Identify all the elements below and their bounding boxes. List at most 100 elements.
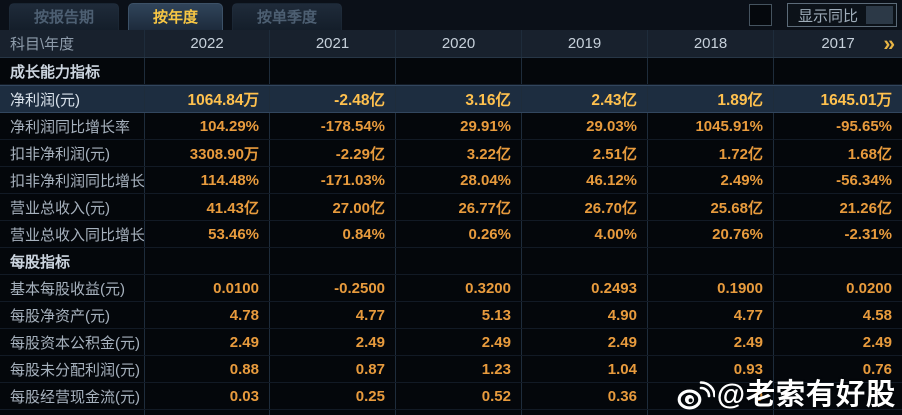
value-cell [648, 248, 774, 274]
table-row[interactable]: 净利润(元) 1064.84万 -2.48亿 3.16亿 2.43亿 1.89亿 1645.… [0, 85, 902, 113]
value-cell: 4.58 [862, 306, 892, 324]
show-yoy-checkbox[interactable] [748, 4, 772, 26]
corner-header-cell: 科目\年度 [0, 30, 145, 57]
table-row[interactable]: 营业总收入(元) 41.43亿 27.00亿 26.77亿 26.70亿 25.68亿 21… [0, 194, 902, 221]
section-row: 每股指标 [0, 248, 902, 275]
value-cell: 21.26亿 [839, 199, 892, 217]
row-label: 基本每股收益(元) [0, 275, 145, 301]
value-cell [270, 248, 396, 274]
value-cell: 0.93 [648, 356, 774, 382]
value-cell: 104.29% [145, 113, 270, 139]
value-cell: 0.76 [862, 360, 892, 378]
value-cell: 4.77 [270, 302, 396, 328]
row-label: 营业总收入同比增长率 [0, 221, 145, 247]
value-cell: 0.26% [396, 221, 522, 247]
value-cell: 0.0200 [846, 279, 892, 297]
value-cell: 26.70亿 [522, 194, 648, 220]
year-header: 2022 [145, 30, 270, 57]
row-label: 成长能力指标 [0, 58, 145, 84]
table-row[interactable]: 每股经营现金流(元) 0.03 0.25 0.52 0.36 0 [0, 383, 902, 410]
row-label: 每股指标 [0, 248, 145, 274]
tab-report-period[interactable]: 按报告期 [9, 3, 120, 30]
row-label: 每股资本公积金(元) [0, 329, 145, 355]
value-cell: 3.22亿 [396, 140, 522, 166]
value-cell: 0.25 [270, 383, 396, 409]
value-cell: -95.65% [836, 117, 892, 135]
table-row[interactable]: 扣非净利润(元) 3308.90万 -2.29亿 3.22亿 2.51亿 1.72亿 1.6… [0, 140, 902, 167]
value-cell: 2.49 [396, 329, 522, 355]
table-row[interactable]: 每股未分配利润(元) 0.88 0.87 1.23 1.04 0.93 0.76 [0, 356, 902, 383]
value-cell [522, 410, 648, 415]
table-row[interactable]: 净利润同比增长率 104.29% -178.54% 29.91% 29.03% 1045.… [0, 113, 902, 140]
value-cell [145, 58, 270, 84]
year-header: 2018 [648, 30, 774, 57]
show-yoy-button[interactable]: 显示同比 [786, 3, 897, 27]
row-label: 每股经营现金流(元) [0, 383, 145, 409]
value-cell: 1.23 [396, 356, 522, 382]
value-cell: 2.49 [648, 329, 774, 355]
show-yoy-label: 显示同比 [797, 7, 858, 25]
row-label: 净利润同比增长率 [0, 113, 145, 139]
value-cell: 3308.90万 [145, 140, 270, 166]
table-row[interactable]: 每股资本公积金(元) 2.49 2.49 2.49 2.49 2.49 2.49 [0, 329, 902, 356]
value-cell: -2.48亿 [270, 86, 396, 112]
value-cell: 2.49 [145, 329, 270, 355]
tab-single-quarter[interactable]: 按单季度 [232, 3, 343, 30]
value-cell [0, 410, 145, 415]
clipped-row [0, 410, 902, 415]
year-header: 2017» [821, 32, 895, 55]
value-cell: 46.12% [522, 167, 648, 193]
value-cell: 114.48% [145, 167, 270, 193]
value-cell: 5.13 [396, 302, 522, 328]
value-cell [522, 58, 648, 84]
table-row[interactable]: 基本每股收益(元) 0.0100 -0.2500 0.3200 0.2493 0.1900… [0, 275, 902, 302]
value-cell: 2.49 [270, 329, 396, 355]
value-cell: 1.72亿 [648, 140, 774, 166]
value-cell: 41.43亿 [145, 194, 270, 220]
value-cell: 4.77 [648, 302, 774, 328]
value-cell [648, 410, 774, 415]
value-cell: 1645.01万 [820, 92, 892, 109]
table-row[interactable]: 扣非净利润同比增长率114.48%-171.03%28.04%46.12%2.4… [0, 167, 902, 194]
value-cell: -178.54% [270, 113, 396, 139]
table-row[interactable]: 营业总收入同比增长率53.46%0.84%0.26%4.00%20.76% -2.… [0, 221, 902, 248]
value-cell [145, 410, 270, 415]
value-cell: 4.78 [145, 302, 270, 328]
value-cell: 2.49 [862, 333, 892, 351]
value-cell: 1.68亿 [847, 145, 892, 163]
value-cell: 25.68亿 [648, 194, 774, 220]
value-cell: -2.29亿 [270, 140, 396, 166]
year-header: 2019 [522, 30, 648, 57]
value-cell: -0.2500 [270, 275, 396, 301]
value-cell: 0.84% [270, 221, 396, 247]
more-years-icon[interactable]: » [883, 32, 895, 55]
value-cell: 29.03% [522, 113, 648, 139]
row-label: 净利润(元) [0, 86, 145, 112]
value-cell: 0.3200 [396, 275, 522, 301]
year-header: 2020 [396, 30, 522, 57]
value-cell: 2.51亿 [522, 140, 648, 166]
value-cell: 28.04% [396, 167, 522, 193]
value-cell: 4.90 [522, 302, 648, 328]
value-cell: 4.00% [522, 221, 648, 247]
value-cell: 2.43亿 [522, 86, 648, 112]
value-cell: -171.03% [270, 167, 396, 193]
value-cell: 0.1900 [648, 275, 774, 301]
value-cell: 1.04 [522, 356, 648, 382]
tab-annual[interactable]: 按年度 [128, 3, 224, 30]
year-header: 2021 [270, 30, 396, 57]
value-cell: 53.46% [145, 221, 270, 247]
yoy-toggle-thumb [866, 6, 893, 24]
row-label: 扣非净利润同比增长率 [0, 167, 145, 193]
value-cell: 0.2493 [522, 275, 648, 301]
value-cell [774, 410, 902, 415]
value-cell: 0.52 [396, 383, 522, 409]
value-cell [270, 410, 396, 415]
value-cell: 29.91% [396, 113, 522, 139]
value-cell: 0.88 [145, 356, 270, 382]
value-cell [774, 58, 902, 84]
value-cell [774, 248, 902, 274]
table-row[interactable]: 每股净资产(元) 4.78 4.77 5.13 4.90 4.77 4.58 [0, 302, 902, 329]
value-cell [648, 58, 774, 84]
